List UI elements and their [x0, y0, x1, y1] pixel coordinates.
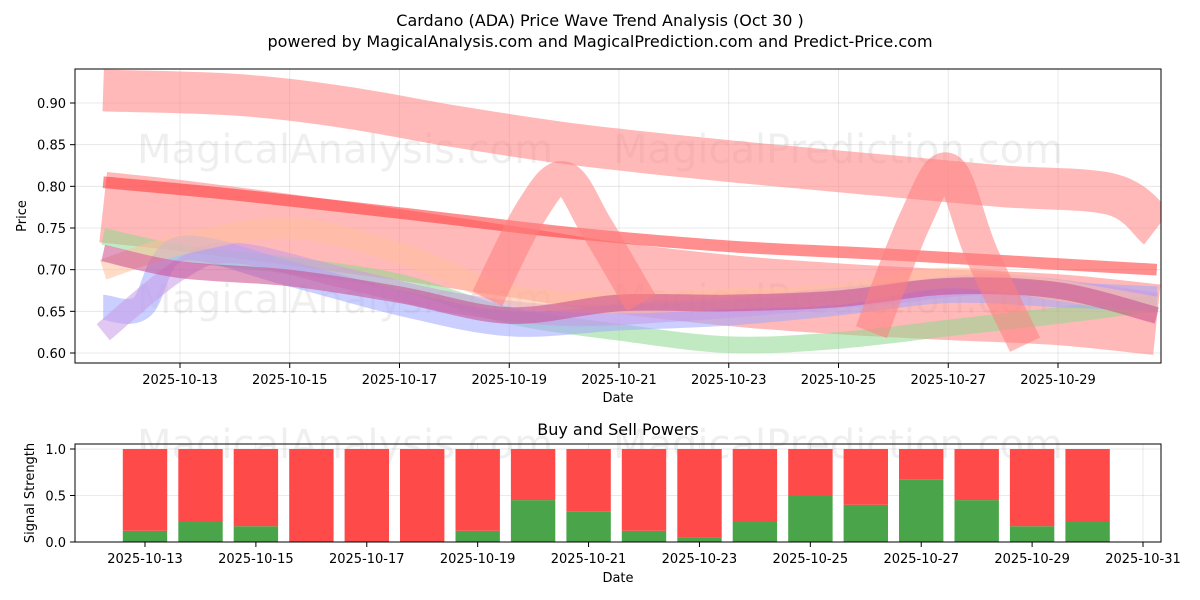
sell-bar [1065, 449, 1110, 522]
buy-bar [178, 521, 223, 542]
signal-y-tick-label: 0.0 [45, 536, 66, 551]
buy-bar [455, 530, 500, 542]
sell-bar [400, 449, 445, 542]
signal-x-tick-label: 2025-10-13 [107, 552, 183, 567]
buy-bar [122, 530, 168, 542]
sell-bar [344, 449, 389, 542]
buy-bar [788, 495, 833, 542]
price-y-tick-label: 0.65 [37, 305, 66, 320]
signal-x-tick-label: 2025-10-27 [883, 552, 959, 567]
buy-bar [843, 504, 888, 542]
signal-x-axis-label: Date [602, 571, 633, 586]
buy-bar [899, 479, 944, 542]
price-wave-bands [96, 69, 1161, 355]
signal-x-tick-label: 2025-10-21 [551, 552, 627, 567]
signal-x-tick-label: 2025-10-15 [218, 552, 294, 567]
buy-bar [954, 500, 999, 542]
signal-chart-title: Buy and Sell Powers [537, 420, 699, 439]
price-x-tick-label: 2025-10-15 [252, 373, 328, 388]
price-y-tick-label: 0.90 [37, 97, 66, 112]
main-subtitle: powered by MagicalAnalysis.com and Magic… [267, 32, 932, 51]
sell-bar [843, 449, 888, 505]
buy-bar [1009, 526, 1055, 542]
main-title: Cardano (ADA) Price Wave Trend Analysis … [396, 11, 803, 30]
price-y-tick-label: 0.85 [37, 139, 66, 154]
price-y-tick-label: 0.60 [37, 347, 66, 362]
signal-x-tick-label: 2025-10-23 [662, 552, 738, 567]
signal-x-tick-label: 2025-10-17 [329, 552, 405, 567]
price-bands-clip [96, 69, 1161, 355]
signal-y-ticks: 0.0 0.5 1.0 [45, 443, 75, 551]
sell-bar [677, 449, 722, 538]
price-x-tick-label: 2025-10-25 [801, 373, 877, 388]
price-x-ticks: 2025-10-13 2025-10-15 2025-10-17 2025-10-19… [142, 363, 1096, 388]
price-x-tick-label: 2025-10-23 [691, 373, 767, 388]
signal-x-tick-label: 2025-10-31 [1105, 552, 1181, 567]
buy-bar [677, 537, 722, 542]
sell-bar [566, 449, 611, 512]
price-y-ticks: 0.60 0.65 0.70 0.75 0.80 0.85 0.90 [37, 97, 75, 362]
wave-band-red-spike-1 [472, 161, 656, 312]
price-y-axis-label: Price [15, 200, 30, 232]
buy-bar [1065, 521, 1110, 542]
buy-bar [732, 521, 778, 542]
signal-y-axis-label: Signal Strength [23, 443, 38, 543]
price-x-tick-label: 2025-10-27 [910, 373, 986, 388]
sell-bar [621, 449, 667, 531]
signal-plot-frame [74, 443, 1162, 543]
price-x-tick-label: 2025-10-21 [581, 373, 657, 388]
price-x-tick-label: 2025-10-29 [1020, 373, 1096, 388]
sell-bar [788, 449, 833, 496]
buy-bar [233, 526, 279, 542]
signal-x-tick-label: 2025-10-19 [440, 552, 516, 567]
sell-bar [178, 449, 223, 522]
sell-bar [510, 449, 556, 501]
signal-chart: Buy and Sell Powers MagicalAnalysis.com … [23, 420, 1181, 586]
sell-bar [1009, 449, 1055, 527]
wave-band-red-upper [102, 69, 1161, 245]
sell-bar [455, 449, 500, 531]
price-plot-frame [74, 68, 1162, 364]
sell-bar [732, 449, 778, 522]
sell-bar [899, 449, 944, 480]
signal-x-tick-label: 2025-10-25 [773, 552, 849, 567]
sell-bar [954, 449, 999, 501]
signal-x-tick-label: 2025-10-29 [994, 552, 1070, 567]
price-y-tick-label: 0.75 [37, 222, 66, 237]
signal-y-tick-label: 1.0 [45, 443, 66, 458]
buy-bar [566, 511, 611, 542]
price-x-tick-label: 2025-10-19 [471, 373, 547, 388]
price-x-axis-label: Date [602, 391, 633, 406]
sell-bar [289, 449, 334, 542]
wave-band-red-spike-2 [855, 152, 1041, 352]
buy-bar [621, 530, 667, 542]
sell-bar [122, 449, 168, 531]
price-y-tick-label: 0.80 [37, 180, 66, 195]
sell-bar [233, 449, 279, 527]
price-x-tick-label: 2025-10-17 [362, 373, 438, 388]
signal-x-ticks: 2025-10-13 2025-10-15 2025-10-17 2025-10-19… [107, 542, 1181, 567]
buy-bar [510, 500, 556, 542]
signal-y-tick-label: 0.5 [45, 490, 66, 505]
price-chart: MagicalAnalysis.com MagicalPrediction.co… [15, 68, 1162, 406]
price-x-tick-label: 2025-10-13 [142, 373, 218, 388]
price-y-tick-label: 0.70 [37, 264, 66, 279]
signal-bars [122, 449, 1110, 542]
